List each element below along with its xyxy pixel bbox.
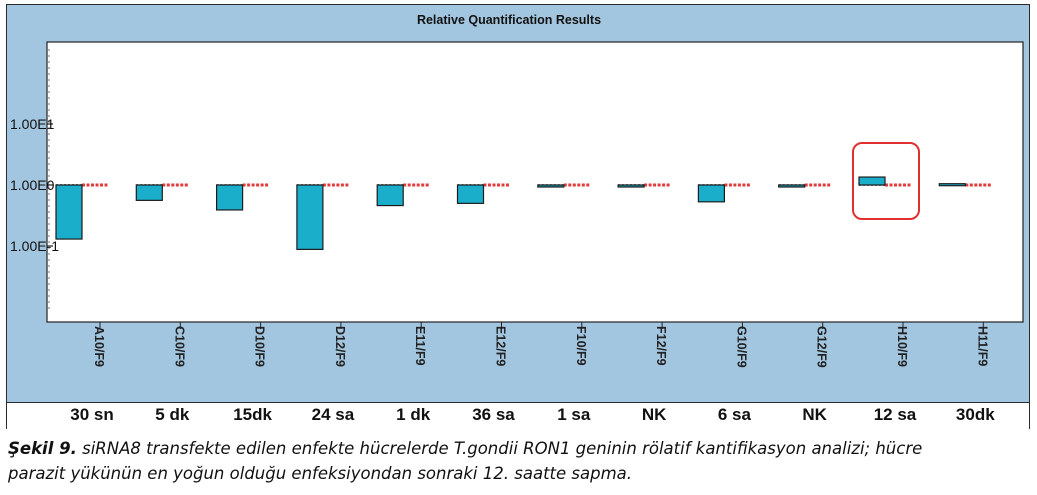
x-tick-label: H10/F9 <box>895 326 909 367</box>
highlight-box <box>852 142 920 220</box>
chart-title: Relative Quantification Results <box>417 13 601 27</box>
x-tick-label: F10/F9 <box>574 326 588 366</box>
bar-G12-F9 <box>778 184 806 188</box>
sample-label: 1 sa <box>557 405 591 424</box>
y-tick-label: 1.00E-1 <box>10 238 59 254</box>
caption-line-1: siRNA8 transfekte edilen enfekte hücrele… <box>76 439 923 458</box>
x-axis-labels: A10/F9 C10/F9 D10/F9 D12/F9 E11/F9 E12/F9 F10/… <box>92 322 989 368</box>
sample-label: 1 dk <box>396 405 431 424</box>
sample-label: 30 sn <box>70 405 114 424</box>
bars <box>55 176 966 250</box>
sample-label: 30dk <box>955 405 995 424</box>
y-axis: 1.00E1 1.00E0 1.00E-1 <box>10 49 59 309</box>
bar-F12-F9 <box>617 184 645 188</box>
x-tick-label: H11/F9 <box>975 326 989 366</box>
sample-label: 5 dk <box>155 405 190 424</box>
sample-label: 24 sa <box>311 405 355 424</box>
bar-A10-F9 <box>55 184 83 240</box>
sample-label: 6 sa <box>717 405 751 424</box>
x-tick-label: C10/F9 <box>172 326 186 367</box>
sample-label: 12 sa <box>873 405 917 424</box>
bar-C10-F9 <box>135 184 163 201</box>
x-tick-label: F12/F9 <box>654 326 668 366</box>
bar-E12-F9 <box>456 184 485 204</box>
bar-F10-F9 <box>537 184 565 188</box>
sample-label: NK <box>641 405 667 424</box>
sample-label: 15dk <box>233 405 272 424</box>
x-tick-label: E11/F9 <box>413 326 427 366</box>
bar-D12-F9 <box>296 184 324 250</box>
sample-label: NK <box>802 405 827 424</box>
caption-lead: Şekil 9. <box>8 439 77 458</box>
bar-H11-F9 <box>938 183 966 187</box>
x-tick-label: A10/F9 <box>92 326 106 367</box>
sample-label-strip <box>7 402 1029 429</box>
x-tick-label: D10/F9 <box>253 326 267 367</box>
y-tick-label: 1.00E0 <box>10 177 55 193</box>
bar-G10-F9 <box>697 184 726 203</box>
x-tick-label: D12/F9 <box>333 326 347 367</box>
x-tick-label: G12/F9 <box>815 326 829 368</box>
x-tick-label: G10/F9 <box>734 326 748 368</box>
bar-H10-F9 <box>858 176 886 186</box>
x-tick-label: E12/F9 <box>494 326 508 366</box>
highlight-annotation <box>852 142 920 220</box>
sample-label: 36 sa <box>472 405 515 424</box>
figure-caption: Şekil 9. siRNA8 transfekte edilen enfekt… <box>8 436 1032 486</box>
bar-D10-F9 <box>216 184 244 211</box>
y-tick-label: 1.00E1 <box>10 116 55 132</box>
caption-line-2: parazit yükünün en yoğun olduğu enfeksiy… <box>8 464 633 483</box>
chart: Relative Quantification Results 1.00E11.… <box>10 13 1024 368</box>
bar-E11-F9 <box>376 184 404 207</box>
